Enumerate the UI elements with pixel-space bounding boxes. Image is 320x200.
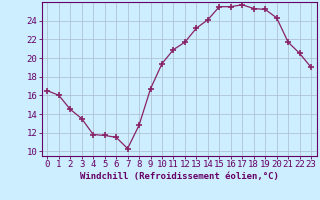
X-axis label: Windchill (Refroidissement éolien,°C): Windchill (Refroidissement éolien,°C)	[80, 172, 279, 181]
